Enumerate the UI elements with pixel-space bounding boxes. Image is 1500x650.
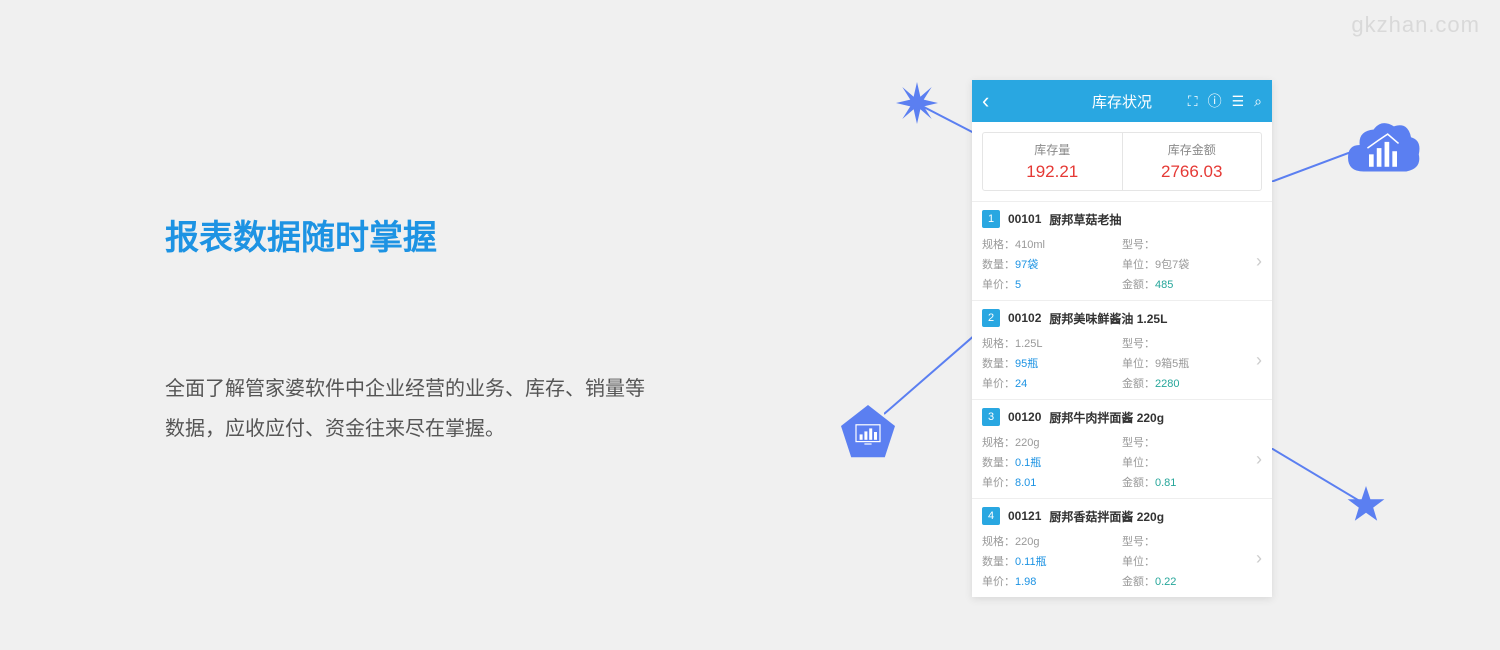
- search-icon[interactable]: ⌕: [1254, 93, 1262, 110]
- item-name: 厨邦香菇拌面酱 220g: [1049, 508, 1164, 525]
- item-code: 00120: [1008, 410, 1041, 424]
- amount-field: 金额：2280: [1122, 375, 1262, 391]
- screen-title: 库存状况: [1092, 91, 1152, 112]
- list-item[interactable]: 3 00120 厨邦牛肉拌面酱 220g 规格：220g型号：数量：0.1瓶单位：单价…: [972, 399, 1272, 498]
- list-item[interactable]: 2 00102 厨邦美味鲜酱油 1.25L 规格：1.25L型号：数量：95瓶单位：9…: [972, 300, 1272, 399]
- item-name: 厨邦牛肉拌面酱 220g: [1049, 409, 1164, 426]
- item-code: 00101: [1008, 212, 1041, 226]
- scan-icon[interactable]: ⛶: [1188, 93, 1198, 110]
- qty-field: 数量：97袋: [982, 256, 1122, 272]
- price-field: 单价：8.01: [982, 474, 1122, 490]
- back-icon[interactable]: ‹: [982, 88, 989, 114]
- info-icon[interactable]: ⓘ: [1208, 91, 1222, 111]
- item-name: 厨邦美味鲜酱油 1.25L: [1049, 310, 1167, 327]
- spec-field: 规格：410ml: [982, 236, 1122, 252]
- price-field: 单价：1.98: [982, 573, 1122, 589]
- list-icon[interactable]: ☰: [1232, 93, 1245, 110]
- watermark-text: gkzhan.com: [1351, 12, 1480, 38]
- qty-field: 数量：0.1瓶: [982, 454, 1122, 470]
- left-content: 报表数据随时掌握 全面了解管家婆软件中企业经营的业务、库存、销量等数据，应收应付…: [165, 210, 645, 449]
- item-code: 00121: [1008, 509, 1041, 523]
- item-number: 3: [982, 408, 1000, 426]
- item-list: 100101厨邦草菇老抽规格：410ml型号：数量：97袋单位：9包7袋单价：5…: [972, 201, 1272, 597]
- spec-field: 规格：220g: [982, 434, 1122, 450]
- app-header: ‹ 库存状况 ⛶ ⓘ ☰ ⌕: [972, 80, 1272, 122]
- item-number: 4: [982, 507, 1000, 525]
- summary-label: 库存量: [983, 141, 1122, 158]
- price-field: 单价：5: [982, 276, 1122, 292]
- summary-stock-qty: 库存量 192.21: [983, 133, 1123, 190]
- item-code: 00102: [1008, 311, 1041, 325]
- burst-decoration: [896, 82, 938, 124]
- page-heading: 报表数据随时掌握: [165, 210, 645, 259]
- chevron-right-icon: ›: [1256, 251, 1262, 272]
- model-field: 型号：: [1122, 236, 1262, 252]
- amount-field: 金额：0.22: [1122, 573, 1262, 589]
- model-field: 型号：: [1122, 434, 1262, 450]
- connector-line: [1271, 152, 1351, 182]
- chevron-right-icon: ›: [1256, 449, 1262, 470]
- pentagon-chart-icon: [838, 402, 898, 462]
- unit-field: 单位：9箱5瓶: [1122, 355, 1262, 371]
- item-name: 厨邦草菇老抽: [1049, 211, 1121, 228]
- item-number: 1: [982, 210, 1000, 228]
- summary-label: 库存金额: [1123, 141, 1262, 158]
- amount-field: 金额：485: [1122, 276, 1262, 292]
- item-number: 2: [982, 309, 1000, 327]
- header-actions: ⛶ ⓘ ☰ ⌕: [1188, 91, 1262, 111]
- spec-field: 规格：1.25L: [982, 335, 1122, 351]
- star-decoration: [1346, 484, 1386, 524]
- model-field: 型号：: [1122, 533, 1262, 549]
- chevron-right-icon: ›: [1256, 548, 1262, 569]
- qty-field: 数量：95瓶: [982, 355, 1122, 371]
- spec-field: 规格：220g: [982, 533, 1122, 549]
- summary-value: 2766.03: [1123, 162, 1262, 182]
- amount-field: 金额：0.81: [1122, 474, 1262, 490]
- summary-box: 库存量 192.21 库存金额 2766.03: [982, 132, 1262, 191]
- price-field: 单价：24: [982, 375, 1122, 391]
- page-description: 全面了解管家婆软件中企业经营的业务、库存、销量等数据，应收应付、资金往来尽在掌握…: [165, 369, 645, 449]
- model-field: 型号：: [1122, 335, 1262, 351]
- unit-field: 单位：: [1122, 454, 1262, 470]
- summary-value: 192.21: [983, 162, 1122, 182]
- cloud-chart-icon: [1344, 117, 1422, 187]
- unit-field: 单位：9包7袋: [1122, 256, 1262, 272]
- unit-field: 单位：: [1122, 553, 1262, 569]
- qty-field: 数量：0.11瓶: [982, 553, 1122, 569]
- summary-stock-amount: 库存金额 2766.03: [1123, 133, 1262, 190]
- list-item[interactable]: 4 00121 厨邦香菇拌面酱 220g 规格：220g型号：数量：0.11瓶单位：单…: [972, 498, 1272, 597]
- phone-mockup: ‹ 库存状况 ⛶ ⓘ ☰ ⌕ 库存量 192.21 库存金额 2766.03 1…: [972, 80, 1272, 597]
- chevron-right-icon: ›: [1256, 350, 1262, 371]
- list-item[interactable]: 1 00101 厨邦草菇老抽规格：410ml型号：数量：97袋单位：9包7袋单价：5…: [972, 201, 1272, 300]
